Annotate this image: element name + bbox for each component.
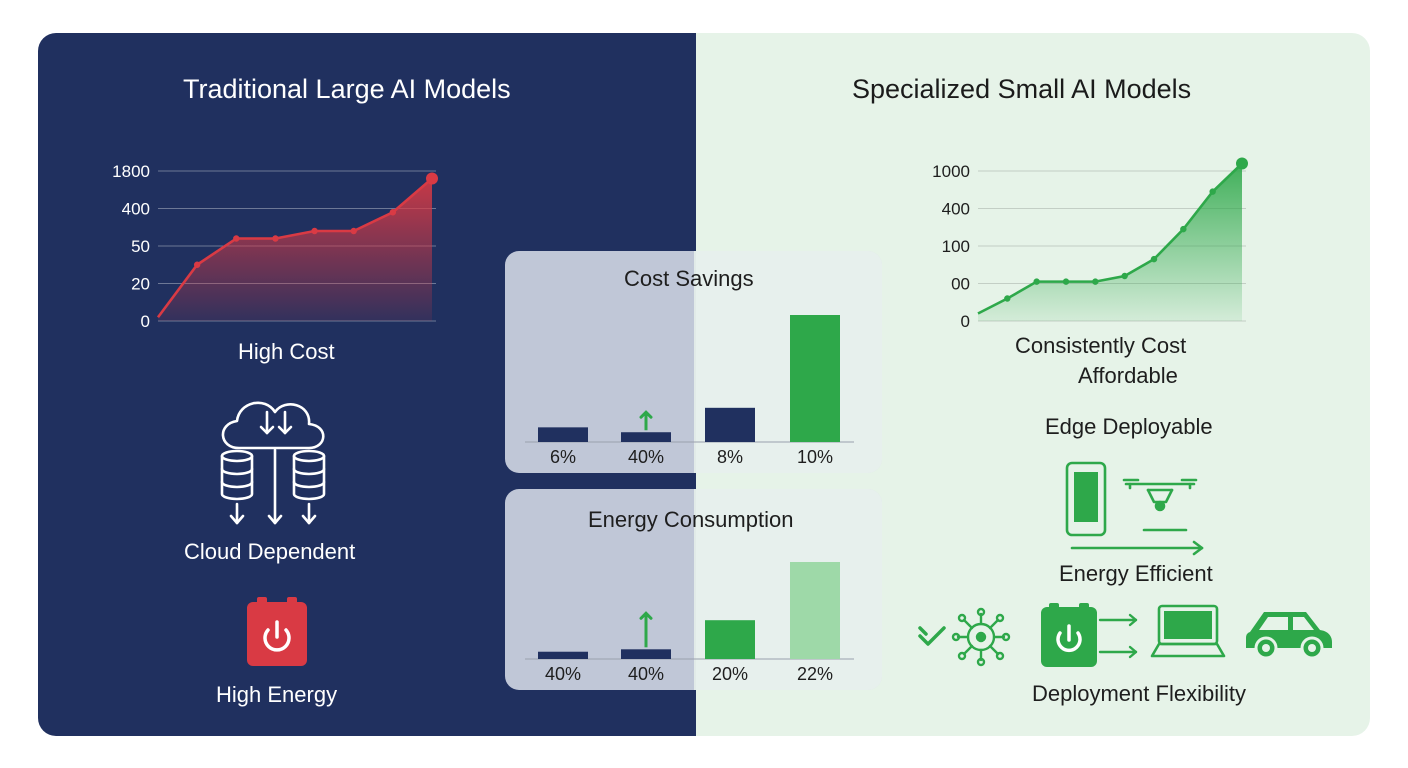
- affordable-cost-label-line1: Consistently Cost: [1015, 333, 1187, 358]
- double-check-icon: [918, 626, 946, 646]
- data-point: [311, 227, 318, 235]
- data-point: [1121, 272, 1128, 280]
- car-icon: [1246, 612, 1332, 660]
- data-point: [1180, 225, 1187, 233]
- energy-consumption-chart: 40% 40% 20% 22%: [525, 562, 854, 684]
- right-panel-title: Specialized Small AI Models: [852, 74, 1192, 104]
- laptop-icon: [1150, 604, 1226, 658]
- area-fill: [158, 178, 432, 321]
- y-tick-label: 1000: [932, 162, 970, 181]
- data-point: [1150, 255, 1158, 263]
- x-tick-label: 40%: [545, 664, 581, 684]
- end-point: [426, 172, 438, 185]
- bar: [538, 427, 588, 442]
- data-point: [1092, 278, 1099, 285]
- y-tick-label: 0: [141, 312, 150, 331]
- high-cost-chart: 1800 400 50 20 0: [112, 162, 438, 331]
- affordable-cost-label-line2: Affordable: [1078, 363, 1178, 388]
- edge-deployable-label: Edge Deployable: [1045, 414, 1213, 439]
- y-tick-label: 100: [942, 237, 970, 256]
- data-point: [193, 261, 201, 268]
- high-cost-label: High Cost: [238, 339, 335, 364]
- data-point: [1209, 188, 1216, 195]
- data-point: [1062, 278, 1070, 285]
- x-tick-label: 20%: [712, 664, 748, 684]
- arrows-right-icon: [1098, 613, 1138, 659]
- data-point: [1004, 295, 1011, 302]
- y-tick-label: 0: [961, 312, 970, 331]
- energy-consumption-title: Energy Consumption: [588, 507, 794, 532]
- phone-drone-icon: [1065, 461, 1204, 556]
- bar: [621, 649, 671, 659]
- area-fill: [978, 163, 1242, 321]
- end-point: [1236, 157, 1248, 170]
- x-tick-label: 8%: [717, 447, 743, 467]
- bar: [538, 651, 588, 659]
- y-tick-label: 400: [122, 200, 150, 219]
- series-line: [156, 177, 433, 319]
- energy-efficient-label: Energy Efficient: [1059, 561, 1213, 586]
- x-tick-label: 10%: [797, 447, 833, 467]
- left-panel-title: Traditional Large AI Models: [183, 74, 511, 104]
- y-tick-label: 50: [131, 237, 150, 256]
- y-tick-label: 20: [131, 275, 150, 294]
- series-line: [977, 162, 1243, 315]
- x-tick-label: 6%: [550, 447, 576, 467]
- increase-arrowhead: [639, 410, 653, 419]
- y-tick-label: 1800: [112, 162, 150, 181]
- neural-network-icon: [951, 607, 1011, 667]
- cost-savings-title: Cost Savings: [624, 266, 754, 291]
- battery-power-green-icon: [1041, 603, 1097, 667]
- x-tick-label: 40%: [628, 664, 664, 684]
- cloud-dependent-label: Cloud Dependent: [184, 539, 356, 564]
- bar: [705, 407, 755, 442]
- cloud-server-icon: [220, 401, 326, 525]
- y-tick-label: 00: [951, 275, 970, 294]
- data-point: [233, 235, 240, 242]
- bar: [790, 562, 840, 659]
- data-point: [1033, 278, 1040, 285]
- cost-savings-chart: 6% 40% 8% 10%: [525, 315, 854, 467]
- increase-arrowhead: [639, 611, 653, 620]
- x-tick-label: 40%: [628, 447, 664, 467]
- battery-power-icon: [247, 597, 307, 666]
- x-tick-label: 22%: [797, 664, 833, 684]
- high-energy-label: High Energy: [216, 682, 338, 707]
- deployment-flexibility-label: Deployment Flexibility: [1032, 681, 1246, 706]
- data-point: [389, 209, 397, 216]
- data-point: [272, 235, 279, 242]
- data-point: [350, 227, 357, 235]
- bar: [621, 432, 671, 442]
- bar: [790, 315, 840, 442]
- bar: [705, 620, 755, 659]
- y-tick-label: 400: [942, 200, 970, 219]
